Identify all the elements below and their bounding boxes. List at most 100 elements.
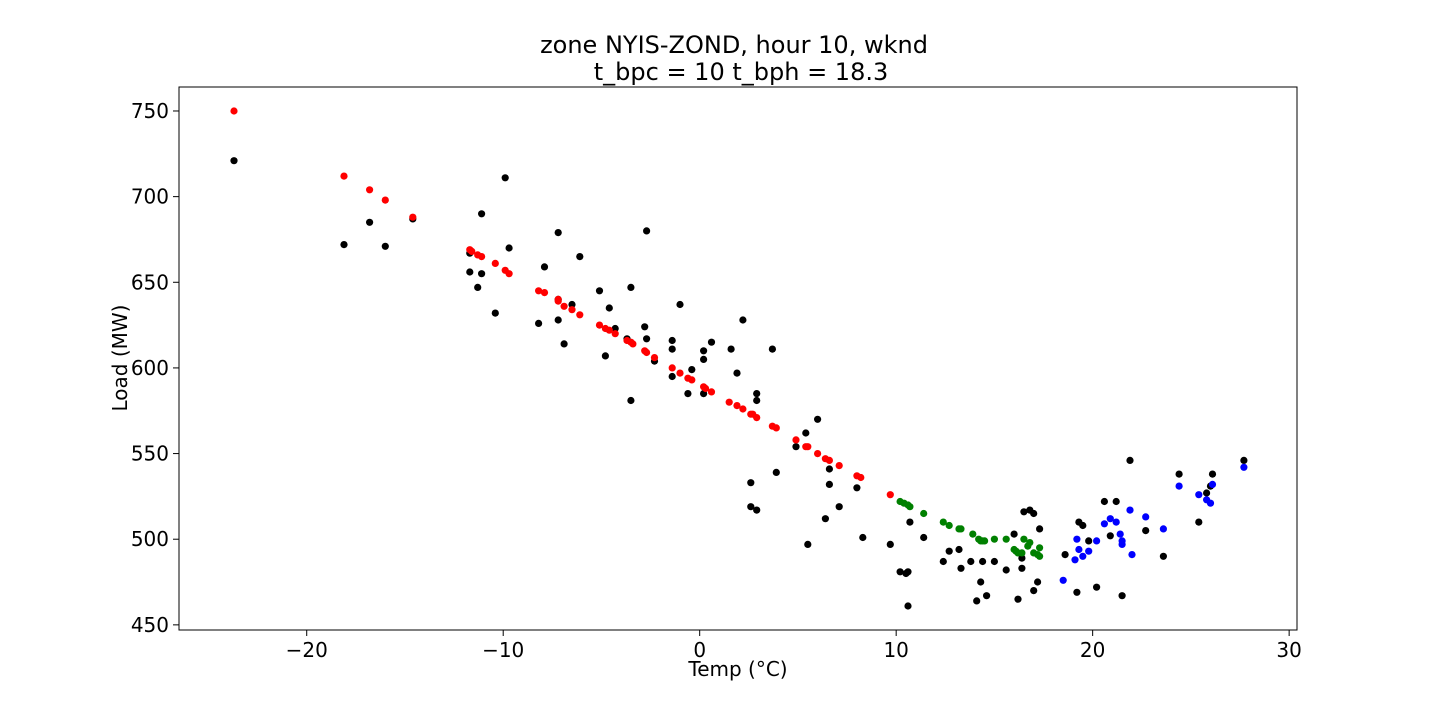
data-point [835, 503, 843, 511]
data-point [611, 324, 619, 333]
data-point [967, 557, 975, 566]
data-point [366, 186, 374, 194]
chart-title: zone NYIS-ZOND, hour 10, wknd [540, 31, 928, 59]
data-point [825, 456, 834, 464]
y-tick-label: 450 [131, 613, 169, 637]
data-point [1036, 552, 1044, 560]
data-point [1203, 489, 1211, 497]
data-point [466, 268, 474, 276]
y-tick-label: 700 [131, 185, 169, 209]
data-point [1112, 518, 1120, 526]
data-point [707, 338, 716, 346]
data-point [491, 309, 499, 317]
data-point [886, 491, 894, 499]
data-point [990, 557, 999, 566]
data-point [957, 564, 965, 572]
data-point [707, 388, 716, 396]
data-point [676, 300, 684, 309]
data-point [641, 323, 649, 331]
x-axis-label: Temp (°C) [687, 657, 787, 681]
data-point [702, 384, 710, 393]
data-point [939, 518, 947, 526]
data-point [491, 259, 499, 267]
data-point [804, 443, 812, 451]
y-tick-label: 500 [131, 527, 169, 551]
data-point [468, 247, 476, 255]
y-tick-label: 650 [131, 270, 169, 294]
data-point [478, 270, 486, 278]
data-point [904, 568, 912, 576]
data-point [753, 414, 761, 422]
x-axis-ticks: −20 −10 0 10 20 30 [286, 630, 1302, 662]
data-point [576, 253, 584, 261]
data-point [1126, 506, 1134, 514]
data-point [792, 443, 800, 451]
data-point [1079, 552, 1087, 560]
data-point [825, 465, 834, 473]
data-point [230, 107, 238, 115]
data-point [896, 568, 904, 576]
data-point [1159, 525, 1167, 533]
data-point [1106, 532, 1114, 540]
data-point [505, 244, 513, 252]
data-point [1159, 552, 1167, 560]
data-point [990, 535, 999, 543]
data-point [1085, 537, 1093, 545]
data-point [1128, 551, 1136, 559]
data-point [611, 330, 619, 338]
x-tick-label: 10 [883, 638, 908, 662]
data-point [920, 509, 928, 518]
y-tick-label: 750 [131, 99, 169, 123]
data-point [1100, 520, 1108, 528]
data-point [1142, 513, 1150, 521]
data-point [1208, 480, 1217, 488]
data-point [1075, 545, 1083, 554]
data-point [955, 545, 963, 554]
data-point [535, 319, 543, 327]
data-point [1093, 583, 1101, 591]
data-point [1018, 554, 1026, 562]
data-point [1208, 470, 1217, 478]
data-point [733, 402, 741, 410]
data-point [1002, 566, 1010, 574]
data-point [1030, 509, 1038, 518]
plot-area-frame [178, 86, 1298, 631]
data-point [478, 253, 486, 261]
data-point [725, 398, 733, 406]
data-point [983, 592, 991, 600]
data-point [814, 450, 822, 458]
x-tick-label: 0 [693, 638, 706, 662]
data-point [1036, 544, 1044, 552]
data-point [1073, 535, 1081, 543]
data-point [568, 306, 576, 314]
data-point [825, 480, 834, 488]
data-point [904, 602, 912, 610]
data-point [1085, 547, 1093, 555]
data-point [605, 304, 613, 312]
data-point [684, 390, 692, 398]
data-point [629, 340, 637, 348]
x-tick-label: 30 [1276, 638, 1301, 662]
data-point [230, 157, 238, 165]
data-point [381, 196, 389, 204]
data-point [1010, 530, 1018, 538]
data-point [753, 506, 761, 514]
data-point [1126, 456, 1134, 464]
data-point [814, 415, 822, 423]
data-point [973, 597, 981, 605]
data-point [1020, 535, 1028, 543]
data-point [739, 316, 747, 324]
data-point [676, 369, 684, 377]
data-point [1112, 497, 1120, 506]
data-point [906, 503, 914, 511]
data-point [1175, 470, 1183, 478]
data-point [747, 503, 755, 511]
data-point [939, 557, 947, 566]
data-point [1093, 537, 1101, 545]
data-point [568, 300, 576, 309]
data-point [601, 352, 610, 360]
chart-subtitle: t_bpc = 10 t_bph = 18.3 [594, 58, 889, 86]
data-point [381, 242, 389, 250]
data-point [792, 436, 800, 444]
y-axis-ticks: 450 500 550 600 650 700 750 [131, 99, 179, 637]
